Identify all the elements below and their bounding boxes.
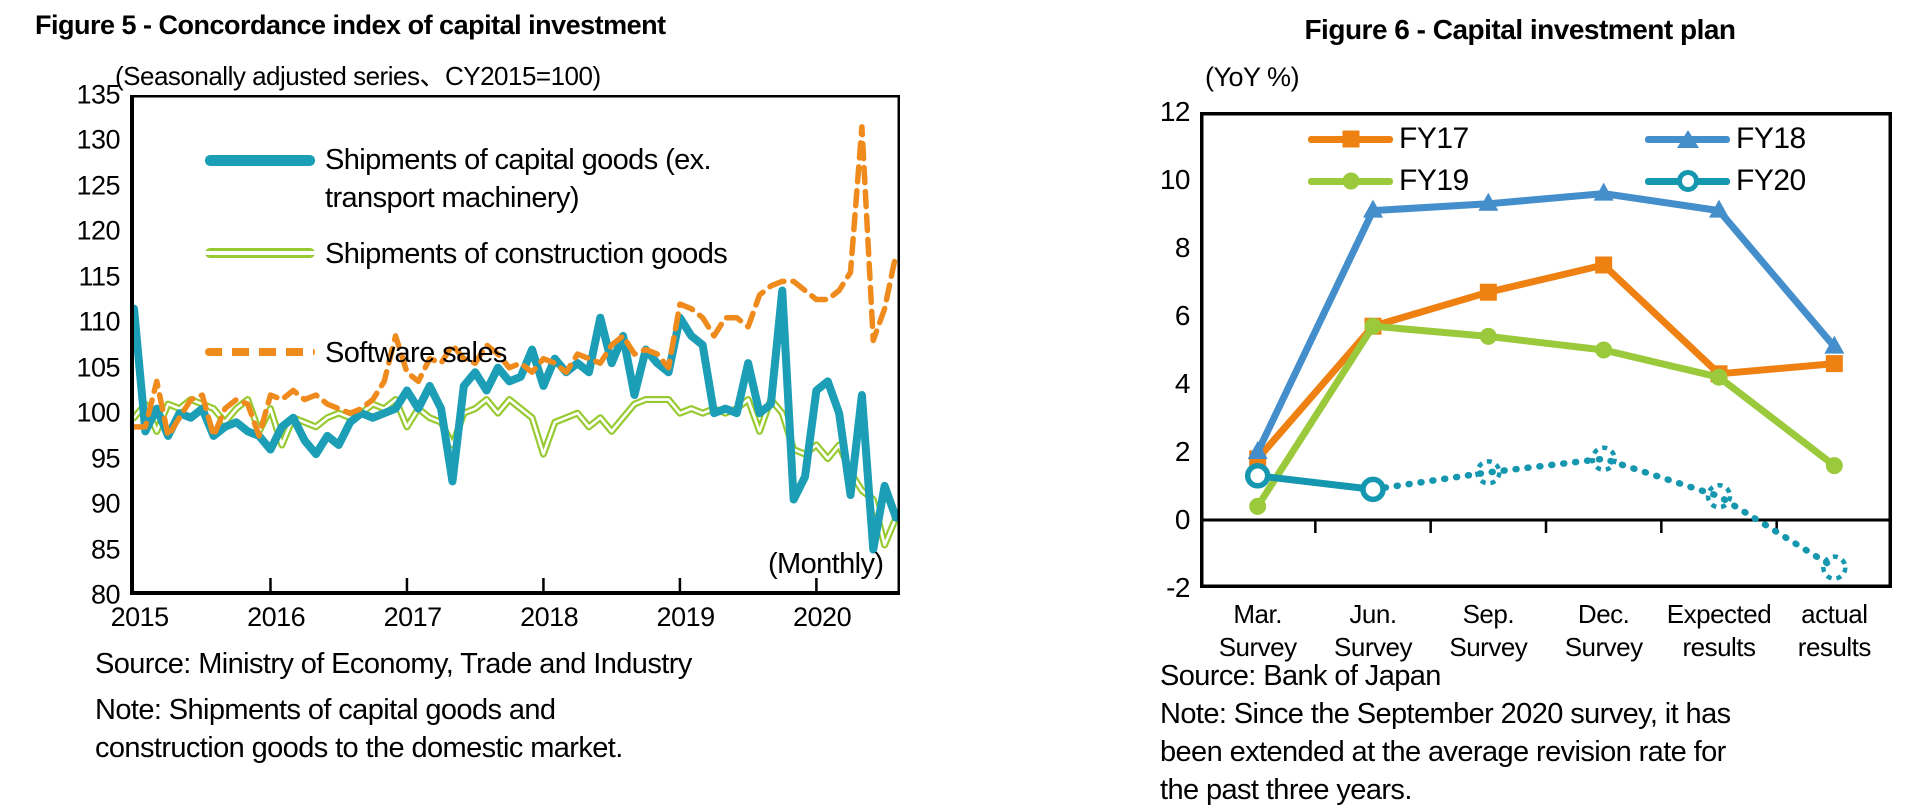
legend-item-fy17: FY17 <box>1308 122 1469 156</box>
figure6-ytick-12: 12 <box>1159 96 1191 127</box>
legend-item-fy20: FY20 <box>1645 164 1806 198</box>
legend-item-fy18: FY18 <box>1645 122 1806 156</box>
figure6-ytick-0: 0 <box>1174 504 1191 535</box>
figure5-ytick-135: 135 <box>76 79 120 110</box>
figure5-ytick-130: 130 <box>76 124 120 155</box>
figure5-xtick-2020: 2020 <box>793 602 852 632</box>
figure6-plot <box>1200 112 1892 588</box>
figure6-note-line2: been extended at the average revision ra… <box>1160 736 1726 768</box>
figure5-xtick-2019: 2019 <box>656 602 716 632</box>
figure6-category-actual: actual results <box>1797 599 1872 662</box>
circle-marker-icon <box>1342 172 1359 190</box>
figure5-ytick-120: 120 <box>76 215 120 246</box>
legend-item-fy19: FY19 <box>1308 164 1469 198</box>
construction-goods-legend-line <box>205 248 315 258</box>
square-marker-icon <box>1342 130 1359 148</box>
figure6-ytick-4: 4 <box>1174 368 1191 399</box>
figure6-subtitle: (YoY %) <box>1205 62 1300 92</box>
figure5-subtitle: (Seasonally adjusted series、CY2015=100) <box>115 61 601 91</box>
figure6-category-Dec: Dec. Survey <box>1564 599 1643 662</box>
figure6-note-line3: the past three years. <box>1160 774 1412 806</box>
figure5-xtick-2018: 2018 <box>520 602 579 632</box>
figure5-xtick-2016: 2016 <box>247 602 306 632</box>
figure5-note-line2: construction goods to the domestic marke… <box>95 732 623 764</box>
figure6-ytick-2: 2 <box>1174 436 1191 467</box>
figure6-category-Sep: Sep. Survey <box>1449 599 1528 662</box>
figure5-ytick-105: 105 <box>76 352 120 383</box>
figure5-xtick-2015: 2015 <box>110 602 170 632</box>
construction-goods-legend-label: Shipments of construction goods <box>325 238 728 270</box>
figure6-ytick-8: 8 <box>1174 232 1191 263</box>
figure5-plot <box>130 95 900 595</box>
figure6-category-Jun: Jun. Survey <box>1334 599 1412 662</box>
figure5-ytick-80: 80 <box>90 579 121 610</box>
software-sales-legend-label: Software sales <box>325 337 507 369</box>
figure6-source: Source: Bank of Japan <box>1160 660 1441 692</box>
figure5-ytick-110: 110 <box>78 306 120 337</box>
figure5-ytick-100: 100 <box>76 397 120 428</box>
figure5-ytick-85: 85 <box>90 534 121 565</box>
figure5-note-line1: Note: Shipments of capital goods and <box>95 694 556 726</box>
figure5-source: Source: Ministry of Economy, Trade and I… <box>95 648 692 680</box>
capital-goods-legend-label: Shipments of capital goods (ex. transpor… <box>325 144 712 214</box>
figure6-ytick-6: 6 <box>1174 300 1191 331</box>
figure5-ytick-115: 115 <box>78 261 120 292</box>
figure6-category-Expected: Expected results <box>1666 599 1772 662</box>
figure5-xtick-2017: 2017 <box>383 602 443 632</box>
figure5-title: Figure 5 - Concordance index of capital … <box>35 10 666 40</box>
figure6-ytick--2: -2 <box>1166 572 1190 603</box>
figure5-ytick-90: 90 <box>90 488 121 519</box>
open-circle-marker-icon <box>1676 170 1699 192</box>
figure5-ytick-125: 125 <box>76 170 120 201</box>
figure6-title: Figure 6 - Capital investment plan <box>1304 14 1736 45</box>
capital-goods-legend-line <box>205 155 315 166</box>
triangle-marker-icon <box>1676 130 1699 148</box>
figure6-category-Mar: Mar. Survey <box>1218 599 1297 662</box>
figure6-note-line1: Note: Since the September 2020 survey, i… <box>1160 698 1731 730</box>
figure6-ytick-10: 10 <box>1159 164 1191 195</box>
figure5-ytick-95: 95 <box>90 443 121 474</box>
software-sales-legend-line <box>205 348 315 356</box>
monthly-label: (Monthly) <box>768 548 884 580</box>
